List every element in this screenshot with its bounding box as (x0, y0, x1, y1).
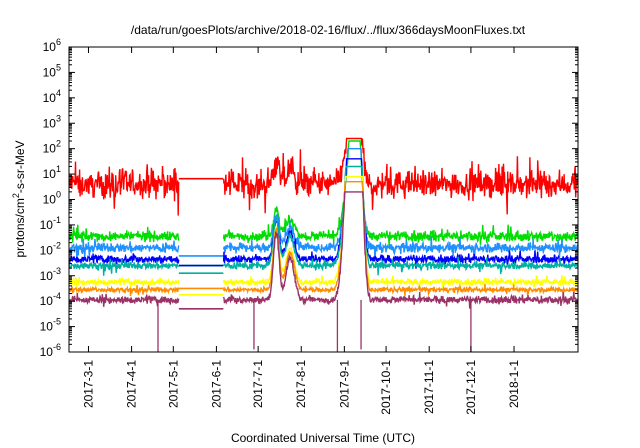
y-tick-label: 101 (43, 164, 61, 181)
series-line-3-after-gap (222, 147, 578, 260)
series-line-5-after-gap (223, 165, 578, 276)
x-tick-label: 2018-1-1 (507, 360, 521, 408)
series-line-8-before-gap (69, 292, 180, 307)
y-tick-label: 10-3 (40, 266, 61, 283)
x-axis-label: Coordinated Universal Time (UTC) (231, 431, 415, 445)
y-tick-label: 10-5 (40, 317, 61, 334)
series-line-7-before-gap (69, 284, 180, 297)
series-line-6-before-gap (69, 276, 180, 288)
x-tick-label: 2017-7-1 (251, 360, 265, 408)
series-line-3-before-gap (69, 238, 180, 262)
y-tick-label: 104 (43, 88, 61, 105)
series-line-8-after-gap (222, 191, 578, 309)
y-axis: 10-6 10-5 10-4 10-3 10-2 10-1 100 101 102 103 104 1… (40, 37, 578, 359)
series-line-7-after-gap (222, 180, 578, 297)
y-axis-label: protons/cm2-s-sr-MeV (11, 140, 27, 257)
y-tick-label: 10-1 (40, 215, 61, 232)
x-tick-label: 2017-5-1 (166, 360, 180, 408)
x-axis: 2017-3-1 2017-4-1 2017-5-1 2017-6-1 2017-7-1… (81, 47, 521, 415)
series-line-4-before-gap (69, 253, 180, 267)
series-line-6-after-gap (222, 175, 578, 290)
y-tick-label: 105 (43, 62, 61, 79)
y-tick-label: 106 (43, 37, 61, 54)
series-line-1-before-gap (69, 161, 180, 216)
plot-frame (68, 46, 579, 353)
y-tick-label: 102 (43, 139, 61, 156)
series-layer (69, 137, 578, 352)
x-tick-label: 2017-3-1 (81, 360, 95, 408)
x-tick-label: 2017-12-1 (464, 360, 478, 415)
y-tick-label: 10-4 (40, 291, 61, 308)
x-tick-label: 2017-8-1 (294, 360, 308, 408)
x-tick-label: 2017-10-1 (379, 360, 393, 415)
series-line-1-after-gap (222, 137, 578, 215)
y-tick-label: 103 (43, 113, 61, 130)
x-tick-label: 2017-9-1 (337, 360, 351, 408)
x-tick-label: 2017-6-1 (209, 360, 223, 408)
x-tick-label: 2017-11-1 (422, 360, 436, 414)
series-line-4-after-gap (222, 158, 578, 269)
y-tick-label: 10-2 (40, 240, 61, 257)
x-tick-label: 2017-4-1 (125, 360, 139, 408)
series-line-2-after-gap (222, 140, 578, 249)
y-tick-label: 100 (43, 190, 61, 207)
chart-title: /data/run/goesPlots/archive/2018-02-16/f… (131, 23, 526, 37)
series-line-2-before-gap (69, 224, 180, 243)
y-tick-label: 10-6 (40, 342, 61, 359)
series-line-5-before-gap (69, 258, 179, 276)
